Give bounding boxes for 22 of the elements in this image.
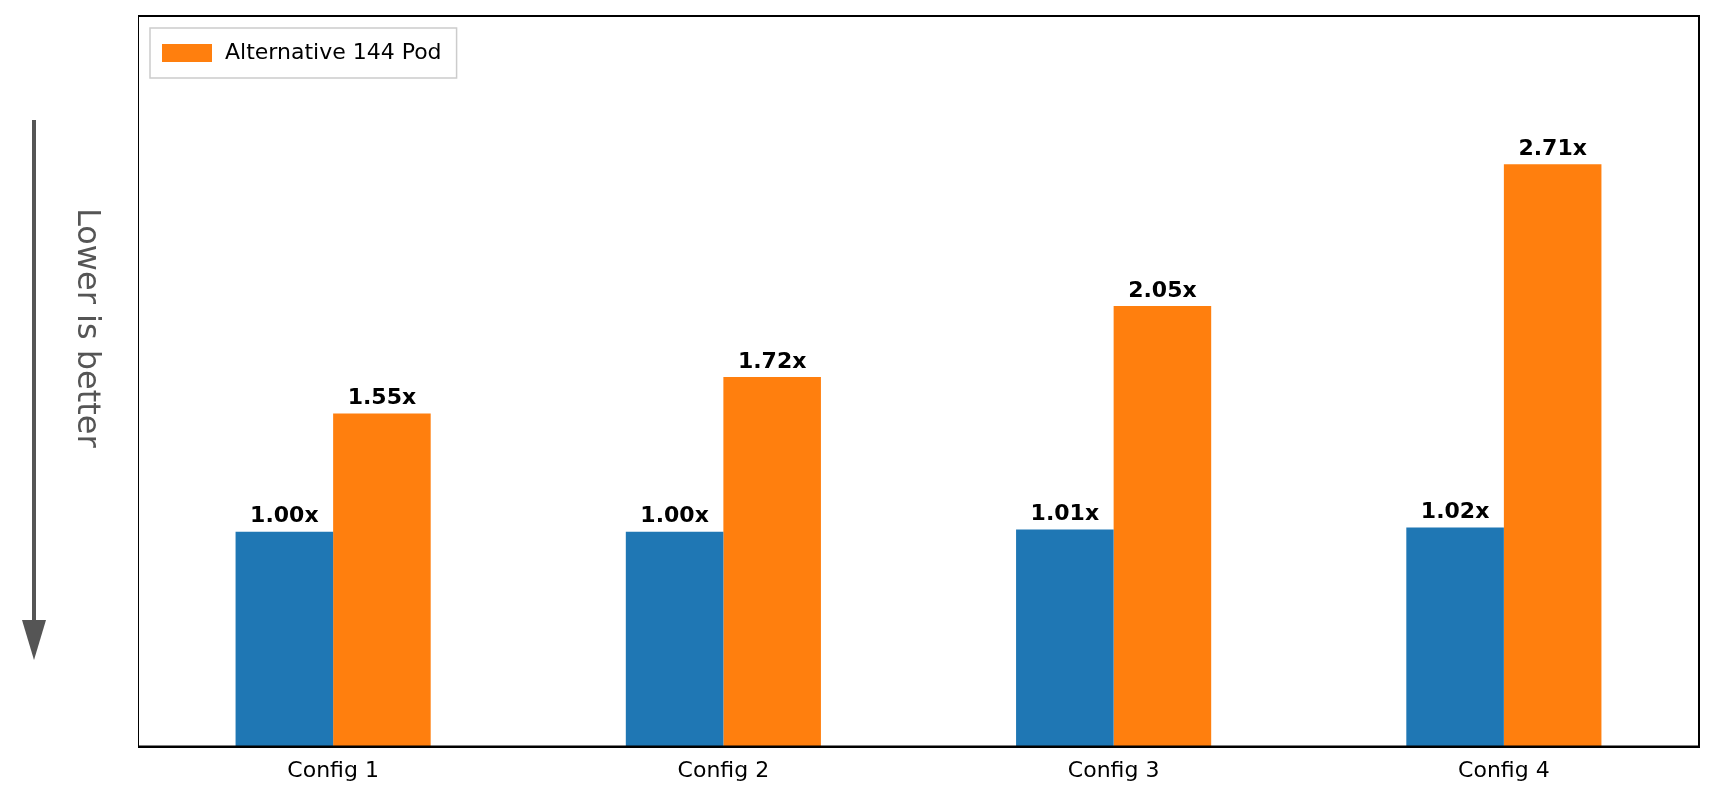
bar [1016,529,1114,747]
x-tick-label: Config 4 [1458,756,1550,782]
bar [333,413,431,747]
x-tick-label: Config 2 [677,756,770,782]
bar [625,531,724,747]
data-label: 2.05x [1128,276,1197,302]
text: Lower is better [70,208,108,448]
data-label: 1.02x [1420,498,1490,524]
data-label: 2.71x [1518,134,1587,160]
bar [235,531,334,747]
data-label: 1.00x [640,502,709,528]
bar [723,377,821,747]
bar [1406,527,1504,747]
bar [1503,164,1602,747]
data-label: 1.01x [1030,500,1100,526]
x-tick-label: Config 3 [1067,756,1160,782]
data-label: 1.00x [250,502,319,528]
x-tick-label: Config 1 [287,756,379,782]
legend-label: Alternative 144 Pod [225,38,442,64]
bar [1113,306,1212,747]
data-label: 1.55x [347,384,417,410]
data-label: 1.72x [737,347,807,373]
